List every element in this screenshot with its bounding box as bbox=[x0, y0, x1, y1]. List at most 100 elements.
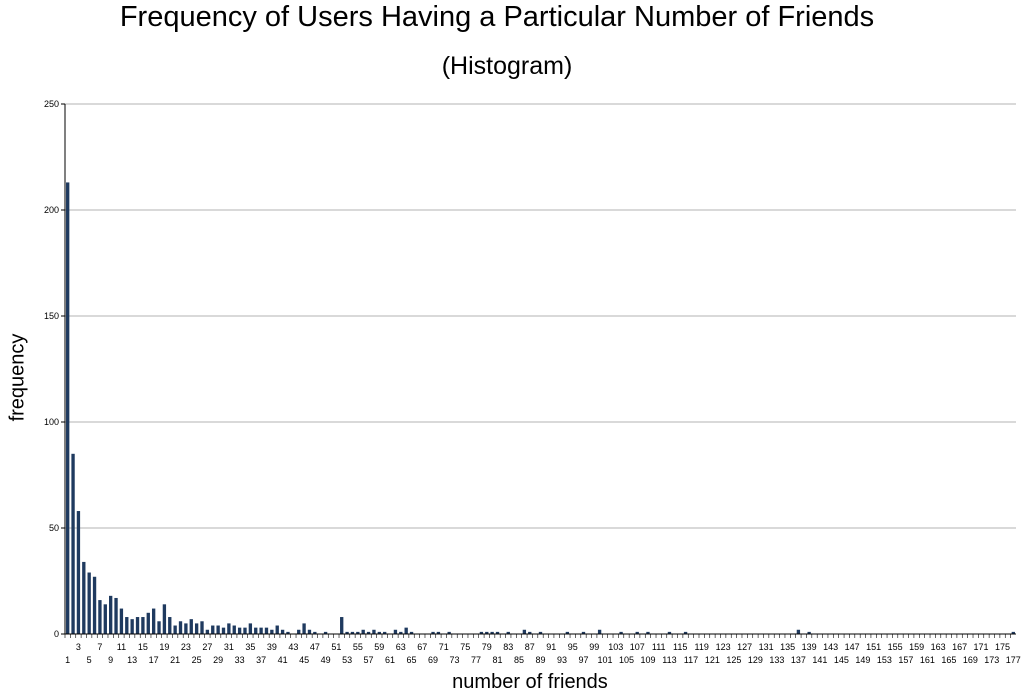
bar bbox=[366, 631, 371, 634]
bar bbox=[1011, 631, 1015, 634]
bar bbox=[205, 629, 210, 634]
x-tick-label: 35 bbox=[245, 642, 255, 652]
x-tick-label: 91 bbox=[546, 642, 556, 652]
x-tick-label: 47 bbox=[310, 642, 320, 652]
bar bbox=[345, 631, 349, 634]
x-tick-label: 87 bbox=[525, 642, 535, 652]
bar bbox=[667, 631, 672, 634]
bar bbox=[565, 631, 570, 634]
bar bbox=[243, 627, 247, 634]
bar bbox=[130, 619, 134, 634]
bar bbox=[254, 627, 258, 634]
x-tick-label: 39 bbox=[267, 642, 277, 652]
x-tick-label: 169 bbox=[963, 655, 978, 665]
bar bbox=[227, 623, 231, 634]
x-tick-label: 103 bbox=[608, 642, 623, 652]
x-tick-label: 119 bbox=[695, 642, 709, 652]
bar bbox=[646, 631, 650, 634]
bar bbox=[173, 625, 177, 634]
bar bbox=[323, 631, 328, 634]
y-tick-label: 50 bbox=[49, 523, 59, 533]
bar bbox=[189, 619, 193, 634]
bar bbox=[280, 629, 285, 634]
x-tick-label: 57 bbox=[364, 655, 374, 665]
bar bbox=[103, 604, 107, 634]
x-tick-label: 137 bbox=[791, 655, 806, 665]
x-tick-label: 117 bbox=[684, 655, 698, 665]
x-tick-label: 131 bbox=[759, 642, 774, 652]
x-tick-label: 93 bbox=[557, 655, 567, 665]
x-tick-label: 105 bbox=[619, 655, 634, 665]
x-tick-label: 99 bbox=[589, 642, 599, 652]
x-tick-label: 111 bbox=[652, 642, 666, 652]
chart-title: Frequency of Users Having a Particular N… bbox=[119, 1, 875, 33]
bar bbox=[485, 631, 489, 634]
x-tick-label: 171 bbox=[974, 642, 989, 652]
bar bbox=[619, 631, 623, 634]
x-tick-label: 151 bbox=[866, 642, 881, 652]
bar bbox=[157, 621, 161, 634]
bar bbox=[270, 629, 274, 634]
bar bbox=[259, 627, 263, 634]
bar bbox=[200, 621, 204, 634]
x-tick-label: 9 bbox=[108, 655, 113, 665]
x-tick-label: 85 bbox=[514, 655, 524, 665]
x-tick-label: 21 bbox=[170, 655, 180, 665]
bar bbox=[114, 597, 118, 634]
x-tick-label: 121 bbox=[705, 655, 720, 665]
bar bbox=[436, 631, 441, 634]
x-tick-label: 51 bbox=[331, 642, 341, 652]
bar bbox=[125, 617, 129, 634]
bar bbox=[194, 623, 199, 634]
x-tick-label: 107 bbox=[630, 642, 645, 652]
x-tick-label: 145 bbox=[834, 655, 849, 665]
bar bbox=[146, 612, 150, 634]
x-tick-label: 67 bbox=[417, 642, 427, 652]
bar bbox=[377, 631, 381, 634]
grid-lines bbox=[65, 103, 1016, 635]
bar bbox=[528, 631, 532, 634]
x-tick-label: 175 bbox=[995, 642, 1010, 652]
x-tick-label: 59 bbox=[374, 642, 384, 652]
x-tick-label: 155 bbox=[888, 642, 903, 652]
bar bbox=[71, 453, 75, 634]
x-tick-label: 133 bbox=[769, 655, 784, 665]
x-tick-label: 37 bbox=[256, 655, 266, 665]
bar bbox=[683, 631, 688, 634]
x-tick-label: 177 bbox=[1006, 655, 1021, 665]
chart-subtitle: (Histogram) bbox=[441, 52, 573, 80]
x-tick-label: 89 bbox=[535, 655, 545, 665]
y-tick-label: 150 bbox=[44, 311, 59, 321]
x-tick-label: 109 bbox=[640, 655, 655, 665]
y-tick-label: 250 bbox=[44, 99, 59, 109]
x-tick-label: 27 bbox=[202, 642, 212, 652]
x-tick-label: 49 bbox=[321, 655, 331, 665]
x-tick-label: 5 bbox=[87, 655, 92, 665]
bar bbox=[383, 631, 387, 634]
bar bbox=[313, 631, 317, 634]
x-tick-label: 55 bbox=[353, 642, 363, 652]
x-tick-label: 45 bbox=[299, 655, 309, 665]
bar bbox=[168, 617, 172, 634]
bar bbox=[350, 631, 355, 634]
x-tick-label: 167 bbox=[952, 642, 967, 652]
bar bbox=[297, 629, 301, 634]
x-axis-label: number of friends bbox=[452, 671, 608, 693]
x-tick-label: 73 bbox=[450, 655, 460, 665]
bar bbox=[98, 600, 102, 634]
bar bbox=[447, 631, 451, 634]
x-tick-label: 143 bbox=[823, 642, 838, 652]
bar bbox=[393, 629, 398, 634]
bar bbox=[141, 617, 145, 634]
bar bbox=[302, 623, 306, 634]
x-tick-label: 83 bbox=[503, 642, 513, 652]
bar bbox=[431, 631, 435, 634]
y-tick-label: 200 bbox=[44, 205, 59, 215]
x-tick-label: 173 bbox=[984, 655, 999, 665]
x-tick-label: 77 bbox=[471, 655, 481, 665]
bar bbox=[495, 631, 500, 634]
bar bbox=[151, 608, 156, 634]
x-tick-label: 63 bbox=[396, 642, 406, 652]
x-tick-label: 25 bbox=[192, 655, 202, 665]
